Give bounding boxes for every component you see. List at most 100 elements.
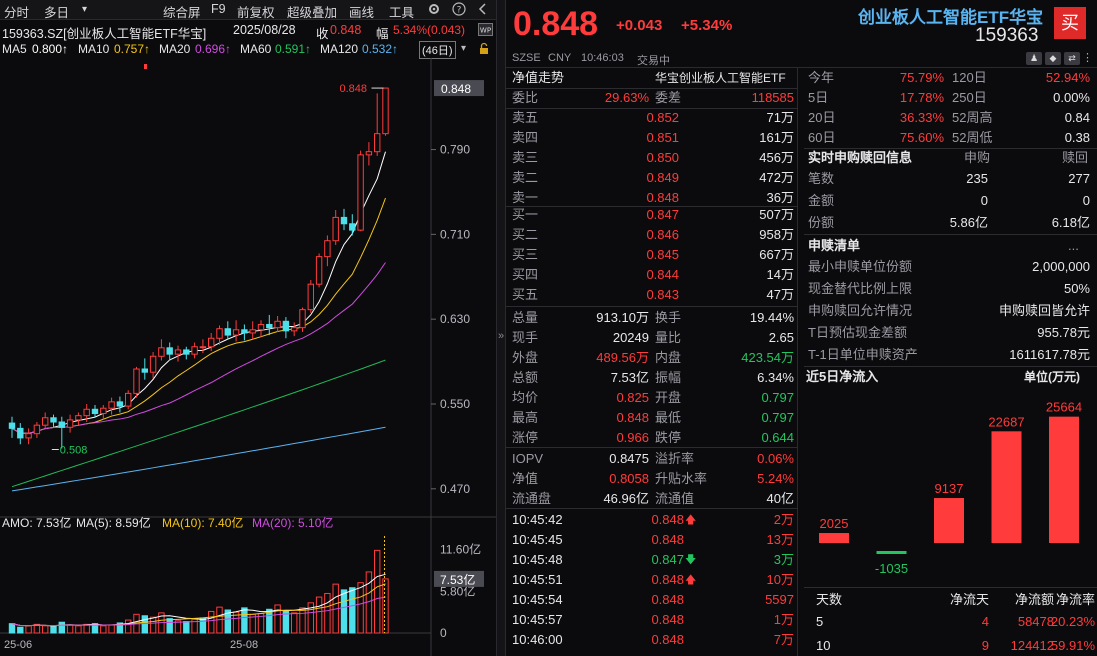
toolbar-item-draw[interactable]: 画线 <box>349 6 375 20</box>
ma5-value: 0.800↑ <box>32 42 69 56</box>
lock-icon[interactable] <box>477 42 491 56</box>
stat-value: 7.53亿 <box>610 370 649 385</box>
performance-row: 60日 75.60% 52周低 0.38 <box>804 128 1097 148</box>
fund-stat-value: 40亿 <box>766 491 794 506</box>
stat-label: 内盘 <box>655 350 682 365</box>
tick-row[interactable]: 10:46:00 0.848 7万 <box>506 630 798 650</box>
chevron-left-icon[interactable] <box>476 2 490 16</box>
flow-bar <box>991 431 1022 543</box>
panel-splitter[interactable]: » <box>496 0 506 656</box>
toolbar-item-overview[interactable]: 综合屏 <box>163 6 201 20</box>
stat-label: 量比 <box>655 330 682 345</box>
ma10-line <box>11 197 386 434</box>
wp-icon[interactable]: WP <box>478 23 493 36</box>
candle <box>199 346 207 349</box>
more-icon[interactable]: ⋮ <box>1082 52 1093 64</box>
tick-volume: 7万 <box>773 632 794 647</box>
bell-icon[interactable]: ◆ <box>1045 52 1061 65</box>
flow-table-row: 5 4 58478 20.23% <box>804 612 1097 632</box>
tick-row[interactable]: 10:45:51 0.848 🡅 10万 <box>506 570 798 590</box>
volume-bar <box>66 624 74 634</box>
creation-more-button[interactable]: ... <box>1068 238 1079 253</box>
help-icon[interactable]: ? <box>452 2 466 16</box>
tick-volume: 5597 <box>765 592 794 607</box>
volume-bar <box>116 622 124 634</box>
stat-row: 最高 0.848 最低 0.797 <box>506 408 798 428</box>
tab-intraday[interactable]: 分时 <box>4 6 30 20</box>
multiday-dropdown-icon[interactable]: ▾ <box>82 4 88 15</box>
tick-price: 0.848 <box>651 572 684 587</box>
buy-button[interactable]: 买 <box>1054 7 1086 39</box>
volume-bar <box>191 618 198 634</box>
flow-table-header-cell: 净流额 <box>1014 592 1054 607</box>
toolbar-item-f9[interactable]: F9 <box>211 2 226 16</box>
period-selector[interactable]: (46日) <box>419 41 456 59</box>
tick-row[interactable]: 10:45:57 0.848 1万 <box>506 610 798 630</box>
person-icon[interactable]: ♟ <box>1026 52 1042 65</box>
candle <box>108 401 115 409</box>
weibi-row: 委比 29.63% 委差 118585 <box>506 88 798 108</box>
creation-value: 1611617.78元 <box>1009 347 1090 362</box>
stat-label: 开盘 <box>655 390 682 405</box>
trading-status: 交易中 <box>637 55 670 67</box>
tick-time: 10:45:57 <box>512 612 563 627</box>
quote-date: 2025/08/28 <box>233 23 296 37</box>
tick-row[interactable]: 10:45:54 0.848 5597 <box>506 590 798 610</box>
tick-row[interactable]: 10:45:48 0.847 🡇 3万 <box>506 550 798 570</box>
tick-volume: 10万 <box>766 572 794 587</box>
candle <box>208 337 215 348</box>
ask-level: 卖一 0.848 36万 <box>506 188 798 208</box>
flow-bar-label: 2025 <box>820 516 849 531</box>
candle <box>349 223 356 231</box>
tick-row[interactable]: 10:45:42 0.848 🡅 2万 <box>506 510 798 530</box>
toolbar-item-adjust[interactable]: 前复权 <box>237 6 275 20</box>
creation-label: T日预估现金差额 <box>808 325 907 340</box>
toolbar-item-overlay[interactable]: 超级叠加 <box>287 6 338 20</box>
fund-stat-row: IOPV 0.8475 溢折率 0.06% <box>506 449 798 469</box>
flow-bar <box>819 533 849 543</box>
bid-level-price: 0.844 <box>646 267 679 282</box>
volume-tick-label: 0 <box>440 626 447 640</box>
flow-bar-label: 9137 <box>935 481 964 496</box>
stat-value: 19.44% <box>749 310 794 325</box>
candle <box>365 151 373 156</box>
performance-row: 今年 75.79% 120日 52.94% <box>804 68 1097 88</box>
volume-bar <box>199 617 207 634</box>
creation-value: 2,000,000 <box>1032 259 1090 274</box>
candle <box>100 407 107 415</box>
toolbar-item-tools[interactable]: 工具 <box>389 6 415 20</box>
creation-label: 最小申赎单位份额 <box>808 259 913 274</box>
divider <box>506 88 798 89</box>
ask-level: 卖四 0.851 161万 <box>506 128 798 148</box>
volume-bar <box>291 612 298 634</box>
perf-label: 250日 <box>952 90 987 105</box>
nav-trend-row[interactable]: 净值走势 华宝创业板人工智能ETF <box>506 68 798 88</box>
volume-bar <box>183 621 190 634</box>
tick-time: 10:45:51 <box>512 572 563 587</box>
gear-icon[interactable] <box>427 2 441 16</box>
expand-arrow-icon[interactable]: » <box>498 330 505 342</box>
fund-stat-value: 5.24% <box>757 471 794 486</box>
flow-bar-label: 25664 <box>1046 400 1082 415</box>
tab-multiday[interactable]: 多日 <box>44 6 70 20</box>
candle <box>216 328 223 339</box>
bid-level-label: 买五 <box>512 287 539 302</box>
kline-chart[interactable]: 0.848 0.790 0.710 0.630 0.550 0.470 0.848 0.508… <box>0 58 496 656</box>
nav-trend-label: 净值走势 <box>512 70 565 85</box>
creation-row: 现金替代比例上限 50% <box>804 279 1097 299</box>
perf-value: 0.38 <box>1064 130 1090 145</box>
stat-label: 跌停 <box>655 430 682 445</box>
security-code-name: 159363.SZ[创业板人工智能ETF华宝] <box>2 27 207 41</box>
date-tick-label: 25-08 <box>230 639 258 651</box>
swap-icon[interactable]: ⇄ <box>1064 52 1080 65</box>
candle <box>25 433 32 439</box>
tick-row[interactable]: 10:45:45 0.848 13万 <box>506 530 798 550</box>
period-dropdown-icon[interactable]: ▾ <box>461 43 467 54</box>
creation-label: T-1日单位申赎资产 <box>808 347 918 362</box>
volume-bar <box>17 626 24 634</box>
volume-bar <box>166 618 173 634</box>
candle <box>66 419 74 428</box>
volume-bar <box>274 604 281 634</box>
tick-price: 0.848 <box>651 512 684 527</box>
candle <box>125 392 132 407</box>
